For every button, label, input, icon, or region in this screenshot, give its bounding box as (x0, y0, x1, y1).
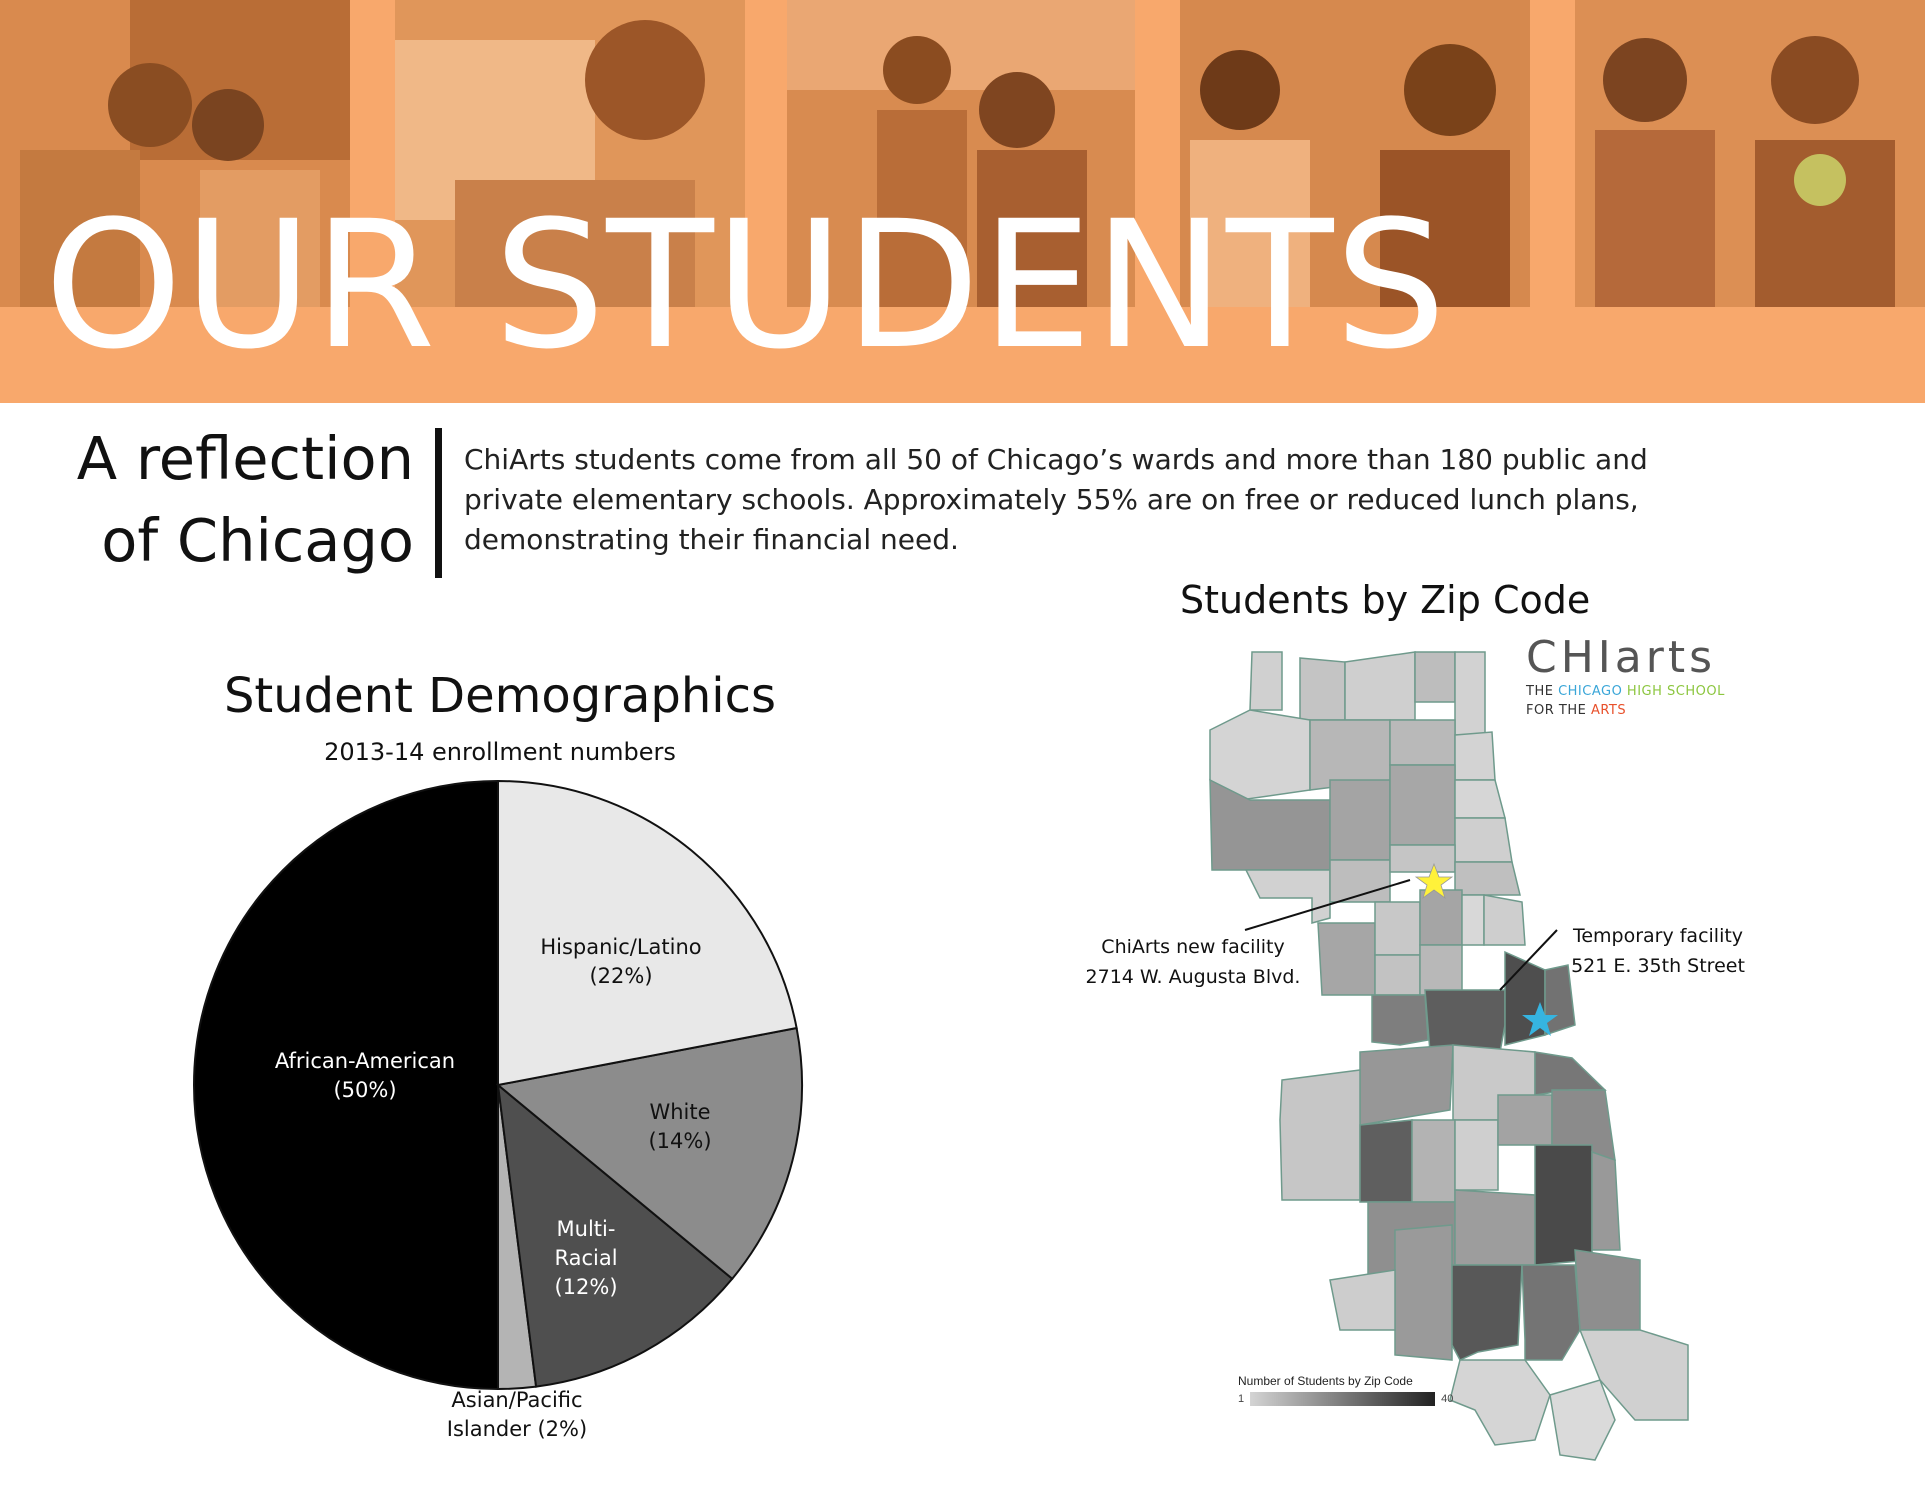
pie-slice-white (495, 1026, 803, 1281)
demographics-pie-chart: African-American (50%) Asian/Pacific Island… (193, 779, 803, 1441)
pie-label-hispanic-latino: Hispanic/Latino (22%) (540, 935, 701, 988)
logo-tagline-2: FOR THE ARTS (1526, 703, 1725, 718)
zip-region (1534, 1051, 1607, 1096)
page-title: OUR STUDENTS (44, 183, 1448, 388)
zip-region (1461, 894, 1485, 946)
zip-region (1244, 869, 1331, 924)
new-facility-star-icon (1414, 862, 1454, 900)
intro-line-2: private elementary schools. Approximatel… (464, 483, 1639, 516)
zip-region (1454, 1119, 1499, 1191)
zip-region (1317, 922, 1376, 996)
legend-min: 1 (1238, 1393, 1245, 1405)
zip-code-map (1209, 651, 1689, 1461)
zip-region (1359, 1044, 1454, 1126)
pie-label-multi-racial: Multi-Racial (12%) (554, 1217, 617, 1299)
legend-gradient (1250, 1392, 1436, 1406)
zip-region (1419, 889, 1463, 946)
zip-region (1454, 651, 1486, 736)
intro-heading: A reflection of Chicago (30, 418, 414, 582)
temporary-facility-name: Temporary facility (1572, 925, 1744, 947)
photo-students-talking (1180, 0, 1530, 307)
temporary-facility-star-icon (1522, 1002, 1558, 1036)
zip-region (1374, 901, 1421, 956)
zip-region (1549, 1379, 1616, 1461)
zip-region (1374, 954, 1421, 996)
zip-region (1299, 657, 1346, 721)
zip-region (1454, 779, 1506, 819)
new-facility-address: 2714 W. Augusta Blvd. (1085, 966, 1301, 988)
intro-divider (435, 428, 442, 578)
zip-region (1419, 944, 1463, 996)
photo-students-reading (0, 0, 350, 307)
intro-heading-line-1: A reflection (76, 424, 414, 493)
pie-slice-multi-racial (496, 1082, 734, 1388)
zip-region (1454, 731, 1496, 781)
zip-region (1483, 894, 1526, 946)
chiarts-logo: CHIarts THE CHICAGO HIGH SCHOOL FOR THE … (1526, 632, 1725, 719)
intro-line-3: demonstrating their financial need. (464, 523, 959, 556)
logo-high-school: HIGH SCHOOL (1622, 684, 1725, 699)
pie-label-white: White (14%) (648, 1100, 711, 1153)
intro-heading-line-2: of Chicago (101, 506, 414, 575)
zip-region (1411, 1119, 1456, 1203)
zip-region (1249, 651, 1283, 711)
zip-region (1414, 651, 1456, 703)
zip-region (1534, 1144, 1593, 1266)
zip-region (1497, 1094, 1553, 1146)
new-facility-callout: ChiArts new facility 2714 W. Augusta Blv… (1078, 932, 1308, 992)
logo-chicago: CHICAGO (1558, 684, 1623, 699)
zip-region (1521, 1264, 1581, 1361)
intro-paragraph: ChiArts students come from all 50 of Chi… (464, 440, 1784, 560)
legend-max: 40 (1441, 1393, 1454, 1405)
zip-region (1209, 709, 1311, 801)
zip-region (1451, 1264, 1523, 1361)
logo-for-the: FOR THE (1526, 703, 1591, 718)
zip-region (1359, 1119, 1413, 1203)
header-banner: OUR STUDENTS (0, 0, 1925, 403)
zip-region (1329, 1269, 1396, 1331)
map-legend: Number of Students by Zip Code 1 40 (1238, 1374, 1453, 1406)
map-title: Students by Zip Code (1180, 578, 1591, 622)
new-facility-name: ChiArts new facility (1101, 936, 1285, 958)
pie-label-asian-pacific-islander: Asian/Pacific Islander (2%) (447, 1388, 587, 1441)
zip-region (1389, 844, 1456, 873)
temporary-facility-address: 521 E. 35th Street (1571, 955, 1745, 977)
pie-label-african-american: African-American (50%) (275, 1049, 455, 1102)
zip-region (1504, 950, 1546, 1046)
zip-region (1574, 1249, 1641, 1331)
photo-student-writing (395, 0, 745, 307)
zip-region (1424, 989, 1506, 1053)
photo-students-table (1575, 0, 1925, 307)
logo-the: THE (1526, 684, 1559, 699)
zip-region (1454, 861, 1521, 896)
pie-slice-african-american (193, 779, 499, 1391)
logo-wordmark: CHIarts (1526, 632, 1717, 683)
zip-region (1394, 1224, 1453, 1361)
zip-region (1389, 764, 1456, 846)
zip-region (1371, 994, 1429, 1046)
pie-chart-subtitle: 2013-14 enrollment numbers (324, 738, 676, 766)
zip-region (1329, 779, 1391, 861)
zip-region (1591, 1150, 1621, 1251)
zip-region (1449, 1359, 1551, 1446)
logo-tagline-1: THE CHICAGO HIGH SCHOOL (1526, 684, 1725, 699)
pie-chart-title: Student Demographics (223, 668, 777, 724)
zip-region (1454, 817, 1513, 863)
zip-region (1279, 1069, 1361, 1201)
zip-region (1344, 651, 1416, 721)
logo-arts: ARTS (1590, 703, 1627, 718)
zip-region (1454, 1189, 1536, 1266)
zip-region (1389, 719, 1456, 766)
photo-students-playground (787, 0, 1135, 307)
legend-title: Number of Students by Zip Code (1238, 1374, 1413, 1388)
temporary-facility-callout: Temporary facility 521 E. 35th Street (1548, 921, 1768, 981)
pie-slice-hispanic-latino (497, 779, 798, 1087)
intro-line-1: ChiArts students come from all 50 of Chi… (464, 443, 1648, 476)
